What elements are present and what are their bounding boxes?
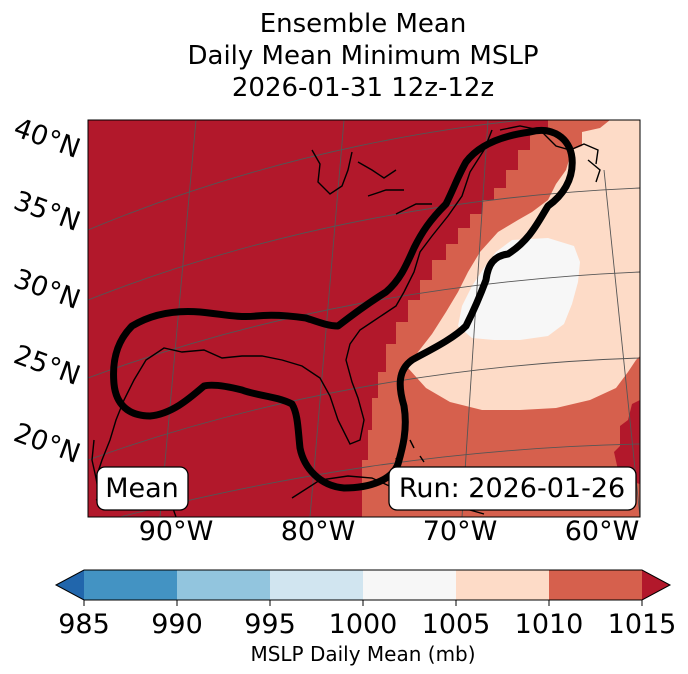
lat-label-35: 35°N	[10, 185, 85, 237]
colorbar-tick-label-1015: 1015	[608, 609, 677, 640]
lat-label-30: 30°N	[10, 263, 85, 315]
colorbar: 985 990 995 1000 1005 1010 1015 MSLP Daily Mea…	[54, 569, 677, 666]
colorbar-tick-label-1010: 1010	[515, 609, 584, 640]
us-east-coast	[95, 129, 493, 501]
chart-title-line-2: Daily Mean Minimum MSLP	[187, 41, 538, 71]
colorbar-tick-label-995: 995	[244, 609, 296, 640]
chart-title-line-3: 2026-01-31 12z-12z	[232, 73, 494, 103]
run-label-box	[388, 466, 637, 511]
colorbar-bin-1000-1005	[363, 570, 456, 600]
colorbar-bin-985-990	[84, 570, 177, 600]
colorbar-bin-1010-1015	[549, 570, 642, 600]
run-label: Run: 2026-01-26	[399, 473, 625, 504]
mexico-coast	[91, 439, 97, 479]
map-panel	[88, 120, 640, 517]
lon-label-70: 70°W	[423, 516, 498, 547]
mean-label-box	[96, 466, 189, 511]
colorbar-bin-990-995	[177, 570, 270, 600]
mean-label: Mean	[105, 473, 179, 504]
lat-label-40: 40°N	[10, 112, 85, 164]
map-frame	[87, 119, 641, 518]
canada-coast	[499, 125, 601, 183]
colorbar-tick-label-990: 990	[151, 609, 203, 640]
colorbar-bin-995-1000	[270, 570, 363, 600]
lon-label-90: 90°W	[139, 516, 214, 547]
chart-title-line-1: Ensemble Mean	[260, 9, 467, 39]
colorbar-extend-under	[56, 570, 84, 600]
colorbar-tick-label-985: 985	[58, 609, 110, 640]
pressure-region-above-1015-east	[614, 400, 640, 484]
colorbar-extend-over	[642, 570, 670, 600]
lat-label-20: 20°N	[10, 417, 85, 469]
lon-label-60: 60°W	[565, 516, 640, 547]
colorbar-tick-label-1005: 1005	[422, 609, 491, 640]
colorbar-bin-1005-1010	[456, 570, 549, 600]
mslp-contour-outline	[110, 127, 576, 492]
great-lakes	[311, 149, 432, 215]
colorbar-label: MSLP Daily Mean (mb)	[250, 642, 475, 666]
bahamas	[395, 439, 425, 477]
lat-label-25: 25°N	[10, 339, 85, 391]
lon-label-80: 80°W	[281, 516, 356, 547]
colorbar-tick-label-1000: 1000	[329, 609, 398, 640]
